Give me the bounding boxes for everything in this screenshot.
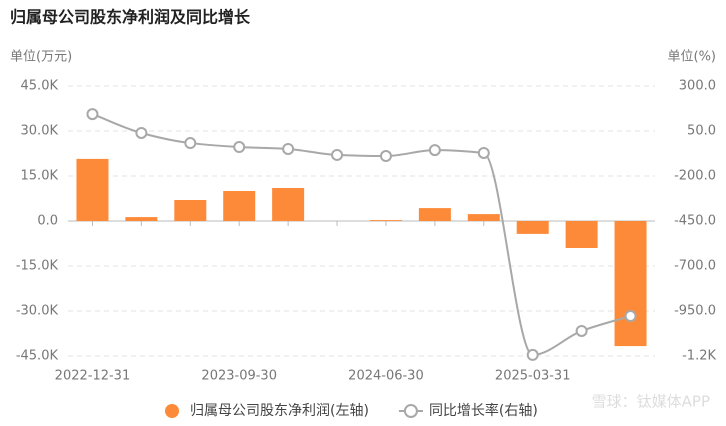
line-point <box>282 143 295 155</box>
bar <box>418 208 451 221</box>
y2-tick-label: -450.0 <box>674 214 716 229</box>
bar <box>223 191 256 221</box>
legend-marker <box>403 404 418 418</box>
line-point <box>233 141 246 154</box>
x-tick-label: 2024-06-30 <box>348 369 424 384</box>
legend-label: 同比增长率(右轴) <box>429 402 538 419</box>
legend-label: 归属母公司股东净利润(左轴) <box>190 402 369 419</box>
y-tick-label: 45.0K <box>21 79 59 94</box>
line-point <box>477 146 490 159</box>
bar <box>565 221 598 248</box>
bar <box>272 188 305 221</box>
watermark: 雪球：钛媒体APP <box>592 393 710 411</box>
bar <box>516 221 549 234</box>
bar <box>467 214 500 221</box>
chart-title: 归属母公司股东净利润及同比增长 <box>10 8 251 27</box>
y-tick-label: 0.0 <box>37 214 58 229</box>
y-tick-label: -45.0K <box>16 349 59 364</box>
line-point <box>428 144 441 157</box>
y-tick-label: 15.0K <box>21 169 59 184</box>
x-tick-label: 2023-09-30 <box>201 369 277 384</box>
legend-marker <box>165 404 179 418</box>
line-point <box>331 148 344 161</box>
y-tick-label: -30.0K <box>16 304 59 319</box>
bar <box>76 158 109 221</box>
line-point <box>379 150 392 163</box>
y2-tick-label: -700.0 <box>674 259 716 274</box>
y2-tick-label: 50.0 <box>687 124 716 139</box>
line-point <box>135 126 148 139</box>
line-point <box>575 324 588 337</box>
y2-axis-label: 单位(%) <box>668 50 717 65</box>
y2-tick-label: -950.0 <box>674 304 716 319</box>
y-tick-label: -15.0K <box>16 259 59 274</box>
y2-tick-label: -200.0 <box>674 169 716 184</box>
y-axis-label: 单位(万元) <box>10 50 72 65</box>
line-point <box>86 108 99 121</box>
y-tick-label: 30.0K <box>21 124 59 139</box>
bar <box>369 220 402 221</box>
bar <box>174 200 207 221</box>
x-tick-label: 2025-03-31 <box>495 369 571 384</box>
x-tick-label: 2022-12-31 <box>55 369 131 384</box>
line <box>92 113 631 356</box>
bar <box>614 221 647 347</box>
y2-tick-label: -1.2K <box>682 349 716 364</box>
y2-tick-label: 300.0 <box>679 79 716 94</box>
bar <box>125 217 158 221</box>
line-point <box>624 310 637 323</box>
line-point <box>184 137 197 150</box>
line-point <box>526 348 539 361</box>
